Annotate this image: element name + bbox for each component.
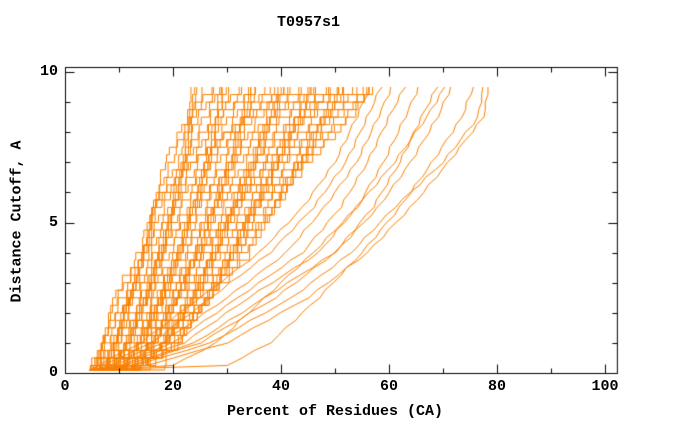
x-tick-label: 100 — [591, 378, 619, 395]
x-tick-label: 20 — [163, 378, 182, 395]
x-tick-label: 40 — [271, 378, 290, 395]
y-tick-label: 0 — [48, 364, 58, 381]
y-tick-label: 5 — [48, 213, 58, 231]
x-axis-label: Percent of Residues (CA) — [226, 403, 444, 420]
x-tick-label: 0 — [60, 378, 70, 395]
x-tick-label: 80 — [487, 378, 506, 395]
y-tick-label: 10 — [39, 63, 58, 80]
x-tick-label: 60 — [379, 378, 398, 395]
y-axis-label: Distance Cutoff, A — [8, 140, 26, 303]
